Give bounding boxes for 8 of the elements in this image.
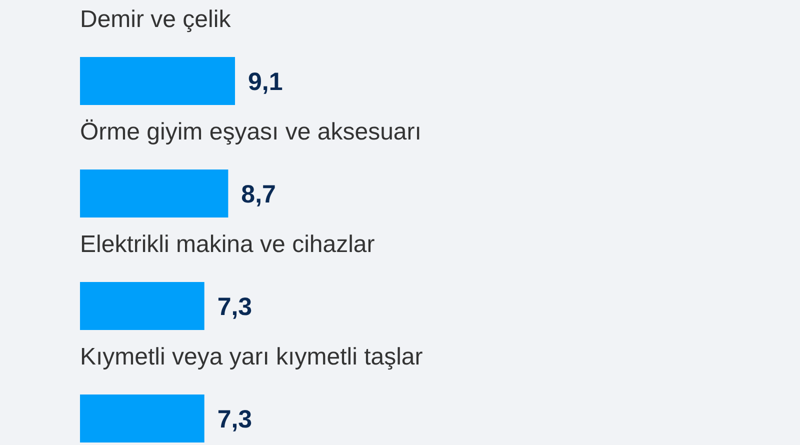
data-label: 9,1 [248, 68, 283, 96]
y-tick-label: Demir ve çelik [80, 6, 232, 33]
data-label: 7,3 [217, 293, 252, 321]
y-tick-label: Kıymetli veya yarı kıymetli taşlar [80, 344, 423, 370]
y-tick-label: Elektrikli makina ve cihazlar [80, 231, 375, 258]
data-label: 7,3 [217, 406, 252, 434]
y-tick-label: Örme giyim eşyası ve aksesuarı [80, 118, 422, 146]
data-label: 8,7 [241, 180, 276, 208]
